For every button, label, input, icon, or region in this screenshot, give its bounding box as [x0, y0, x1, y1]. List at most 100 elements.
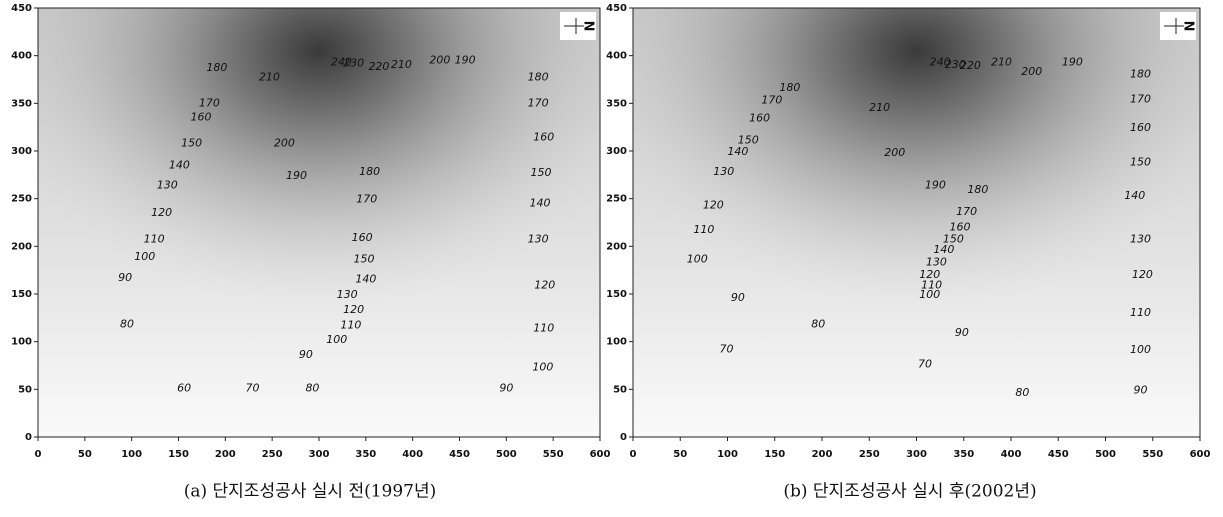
contour-label: 170 [356, 193, 377, 206]
contour-label: 110 [693, 223, 714, 236]
x-tick-label: 300 [906, 449, 927, 460]
x-tick-label: 550 [543, 449, 564, 460]
contour-label: 120 [534, 278, 555, 291]
contour-label: 150 [738, 134, 759, 147]
contour-label: 210 [391, 58, 412, 71]
contour-label: 230 [945, 58, 966, 71]
contour-label: 230 [343, 56, 364, 69]
contour-label: 210 [991, 55, 1012, 68]
x-tick-label: 500 [496, 449, 517, 460]
contour-label: 70 [720, 342, 734, 355]
contour-label: 90 [118, 271, 132, 284]
contour-label: 130 [1130, 233, 1151, 246]
contour-label: 170 [956, 205, 977, 218]
contour-label: 180 [967, 183, 988, 196]
contour-label: 70 [918, 358, 932, 371]
contour-label: 170 [1130, 93, 1151, 106]
contour-label: 170 [528, 96, 549, 109]
contour-label: 100 [532, 360, 553, 373]
contour-label: 100 [326, 333, 347, 346]
contour-label: 90 [731, 291, 745, 304]
contour-label: 150 [943, 233, 964, 246]
contour-label: 140 [727, 145, 748, 158]
contour-label: 90 [299, 348, 313, 361]
contour-label: 180 [359, 165, 380, 178]
y-tick-label: 450 [606, 3, 627, 14]
contour-label: 120 [151, 206, 172, 219]
x-tick-label: 350 [355, 449, 376, 460]
contour-label: 140 [530, 196, 551, 209]
y-tick-label: 100 [11, 337, 32, 348]
contour-label: 240 [331, 55, 352, 68]
x-tick-label: 100 [121, 449, 142, 460]
y-tick-label: 50 [18, 384, 32, 395]
contour-label: 90 [1133, 383, 1147, 396]
x-tick-label: 150 [168, 449, 189, 460]
contour-label: 80 [1015, 386, 1029, 399]
caption: (a) 단지조성공사 실시 전(1997년) [184, 482, 437, 502]
y-tick-label: 0 [25, 432, 32, 443]
contour-label: 160 [949, 220, 970, 233]
contour-label: 200 [429, 53, 450, 66]
y-tick-label: 250 [606, 194, 627, 205]
contour-label: 150 [353, 253, 374, 266]
contour-label: 200 [884, 146, 905, 159]
contour-label: 210 [259, 71, 280, 84]
x-tick-label: 550 [1142, 449, 1163, 460]
contour-label: 100 [134, 250, 155, 263]
y-tick-label: 150 [11, 289, 32, 300]
y-tick-label: 400 [11, 51, 32, 62]
contour-label: 110 [340, 318, 361, 331]
y-tick-label: 150 [606, 289, 627, 300]
contour-label: 180 [206, 61, 227, 74]
contour-label: 180 [779, 81, 800, 94]
contour-label: 110 [1130, 306, 1151, 319]
peak-shading [633, 8, 1200, 437]
contour-label: 100 [1130, 343, 1151, 356]
contour-label: 200 [1021, 65, 1042, 78]
contour-label: 220 [368, 60, 389, 73]
contour-label: 110 [921, 278, 942, 291]
x-tick-label: 450 [449, 449, 470, 460]
contour-label: 190 [925, 178, 946, 191]
contour-label: 120 [1132, 268, 1153, 281]
y-tick-label: 200 [11, 241, 32, 252]
contour-label: 150 [181, 136, 202, 149]
y-tick-label: 300 [606, 146, 627, 157]
contour-label: 160 [749, 112, 770, 125]
x-tick-label: 0 [35, 449, 42, 460]
contour-label: 90 [955, 326, 969, 339]
contour-label: 130 [926, 256, 947, 269]
contour-label: 140 [169, 158, 190, 171]
contour-label: 140 [933, 243, 954, 256]
x-tick-label: 150 [764, 449, 785, 460]
x-tick-label: 200 [215, 449, 236, 460]
contour-label: 190 [455, 53, 476, 66]
y-tick-label: 350 [11, 98, 32, 109]
y-tick-label: 0 [620, 432, 627, 443]
x-tick-label: 50 [78, 449, 92, 460]
contour-label: 180 [1130, 68, 1151, 81]
x-tick-label: 250 [262, 449, 283, 460]
contour-label: 130 [337, 288, 358, 301]
y-tick-label: 100 [606, 337, 627, 348]
y-tick-label: 300 [11, 146, 32, 157]
contour-label: 160 [352, 231, 373, 244]
contour-label: 120 [703, 198, 724, 211]
x-tick-label: 300 [309, 449, 330, 460]
y-tick-label: 450 [11, 3, 32, 14]
contour-label: 70 [245, 381, 259, 394]
contour-label: 170 [761, 93, 782, 106]
contour-label: 80 [305, 381, 319, 394]
x-tick-label: 400 [402, 449, 423, 460]
contour-label: 210 [869, 101, 890, 114]
x-tick-label: 200 [812, 449, 833, 460]
y-tick-label: 350 [606, 98, 627, 109]
x-tick-label: 600 [590, 449, 611, 460]
contour-label: 80 [120, 318, 134, 331]
contour-label: 160 [533, 131, 554, 144]
x-tick-label: 600 [1190, 449, 1211, 460]
contour-label: 120 [343, 303, 364, 316]
x-tick-label: 350 [953, 449, 974, 460]
